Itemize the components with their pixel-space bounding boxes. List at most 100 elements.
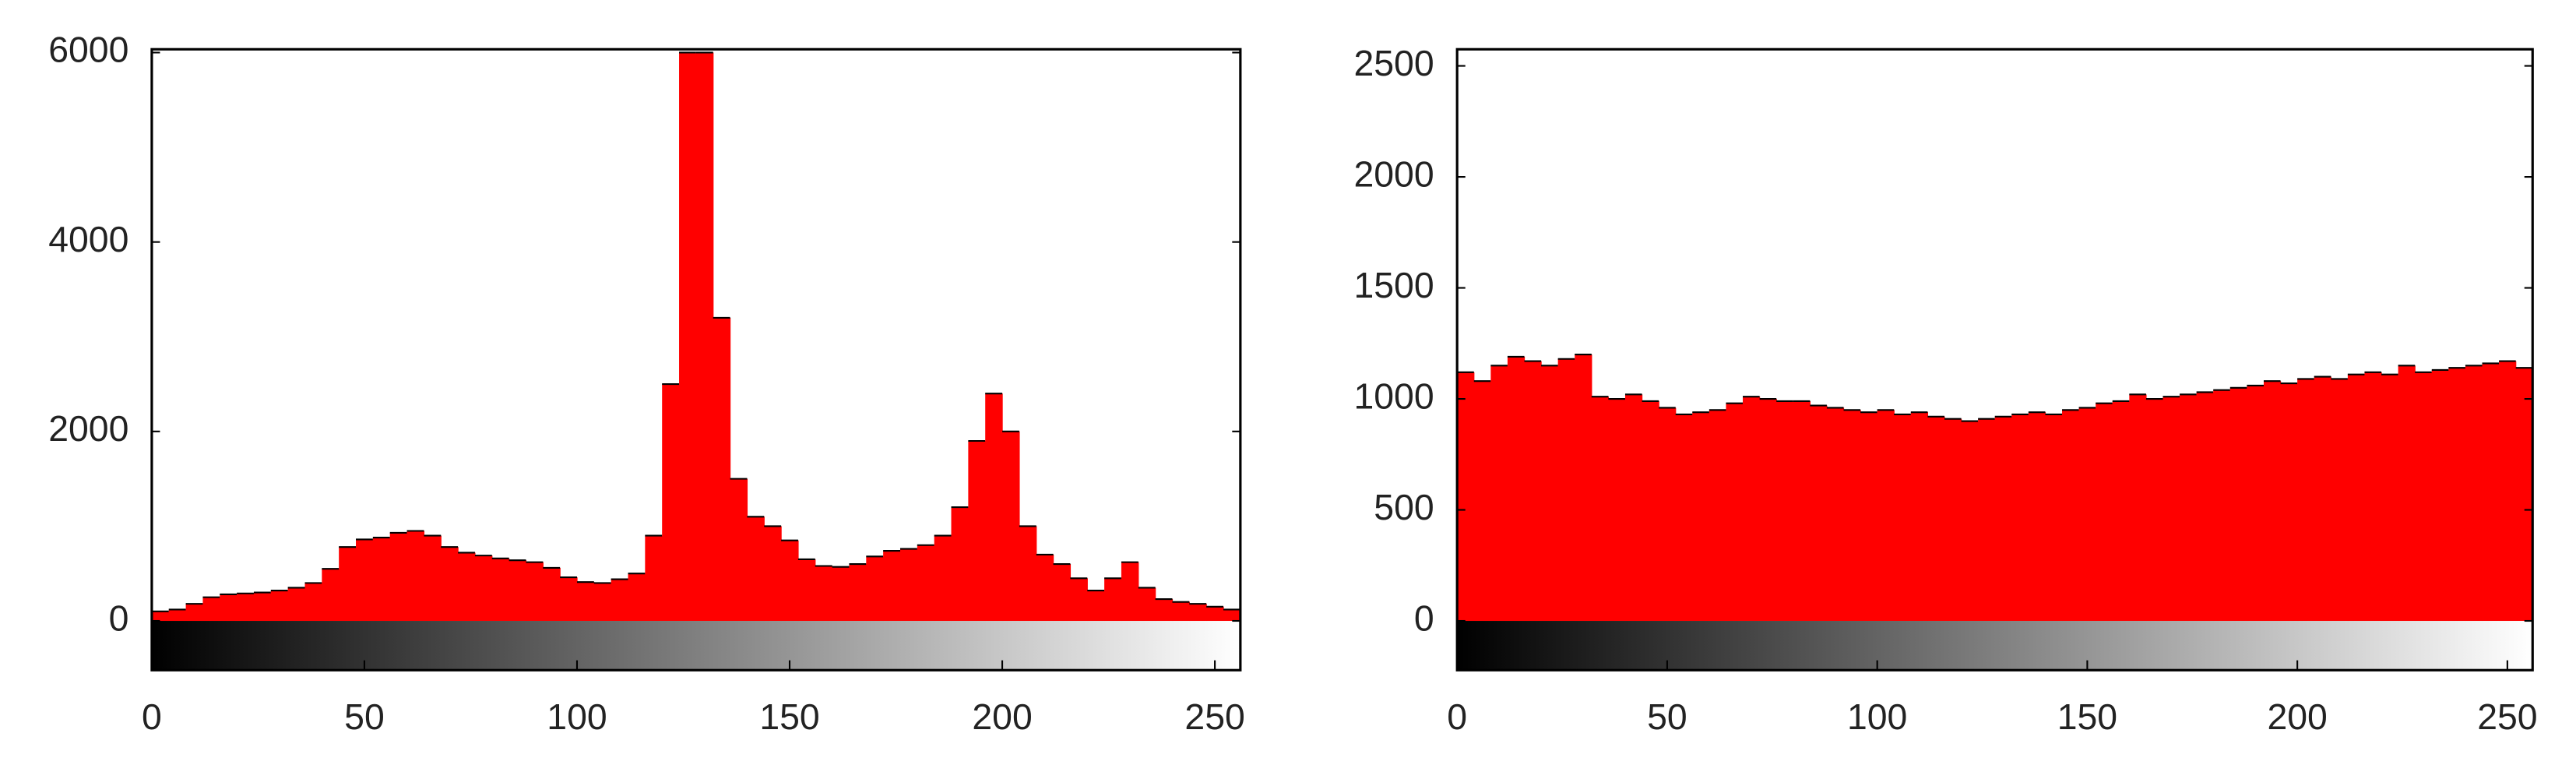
bar [883,551,901,622]
bar [2163,397,2180,622]
x-tick-label: 50 [1647,696,1687,737]
y-tick-label: 2000 [1353,153,1434,194]
bar [560,577,578,622]
bar [899,548,918,622]
bar [1206,606,1224,622]
x-tick-label: 150 [759,696,819,737]
bar [287,587,306,622]
bar [1675,414,1693,622]
bar [1070,578,1088,622]
bar [576,582,595,622]
gradient-bar [1457,621,2533,671]
gradient-bar [151,621,1240,671]
bar [985,393,1003,622]
x-tick-label: 150 [2057,696,2117,737]
bar [2028,412,2046,622]
bar [1944,418,1962,622]
bar [797,559,816,622]
x-tick-label: 100 [547,696,607,737]
bar [1002,431,1020,622]
bar [220,594,238,622]
bar [270,590,289,622]
x-tick-label: 250 [1184,696,1244,737]
y-tick-label: 1500 [1353,265,1434,305]
bar [1810,405,1828,622]
bar [406,531,425,622]
bar [151,611,170,622]
bar [168,609,187,622]
bar [202,597,220,622]
bar [1978,418,1996,622]
bar [1860,412,1878,622]
bar [593,583,612,622]
bar [781,540,799,622]
bar [1507,356,1526,622]
bar [1036,554,1054,622]
bar [2045,414,2063,622]
bar [2011,414,2029,622]
x-tick-label: 200 [2267,696,2327,737]
bar [1155,599,1174,622]
bar [2347,374,2366,622]
bar [2465,365,2483,622]
bar [2431,369,2449,622]
bar [339,547,357,622]
bar [1189,604,1207,622]
bar [2364,372,2382,622]
plot-frame [150,48,1242,672]
bar [747,516,765,622]
bar [1490,365,1508,622]
bar [1541,365,1559,622]
bar [2515,368,2533,622]
bar [645,535,663,622]
bar [424,535,442,622]
bar [2145,399,2164,622]
bar [458,552,476,622]
bar [356,539,374,622]
bar [1726,403,1744,622]
x-tick-label: 50 [344,696,385,737]
bar [2297,379,2315,622]
bar [2180,394,2198,622]
bar [1659,407,1677,622]
y-tick-label: 500 [1374,487,1434,527]
bar [1927,416,1945,622]
bar [509,560,527,622]
bar [491,558,510,622]
bar [1104,578,1122,622]
bar [866,556,884,622]
x-tick-label: 200 [972,696,1032,737]
bar [1138,587,1156,622]
bar [2448,368,2466,622]
bar [185,604,204,622]
bar [1624,394,1643,622]
y-tick-label: 2000 [48,408,128,449]
bar [1709,410,1727,622]
bar [1591,397,1610,622]
y-tick-label: 0 [1414,598,1434,638]
bar [2381,374,2399,622]
bar [1524,361,1542,622]
bar [1457,372,1475,622]
y-tick-label: 6000 [48,30,128,70]
bar [1894,414,1912,622]
plot-frame [1455,48,2534,672]
bar [1053,564,1072,622]
bar [322,569,340,622]
y-tick-label: 2500 [1353,43,1434,83]
bar [2096,403,2113,622]
bar [1642,400,1659,622]
bar [2482,363,2500,622]
bar [1692,412,1710,622]
bar [441,547,459,622]
bar [713,317,731,622]
bar [2331,379,2349,622]
bar [2078,407,2096,622]
bar [2196,392,2214,622]
bar [1608,399,1626,622]
x-tick-label: 0 [1447,696,1467,737]
bar [1843,410,1861,622]
bar [1575,354,1592,622]
